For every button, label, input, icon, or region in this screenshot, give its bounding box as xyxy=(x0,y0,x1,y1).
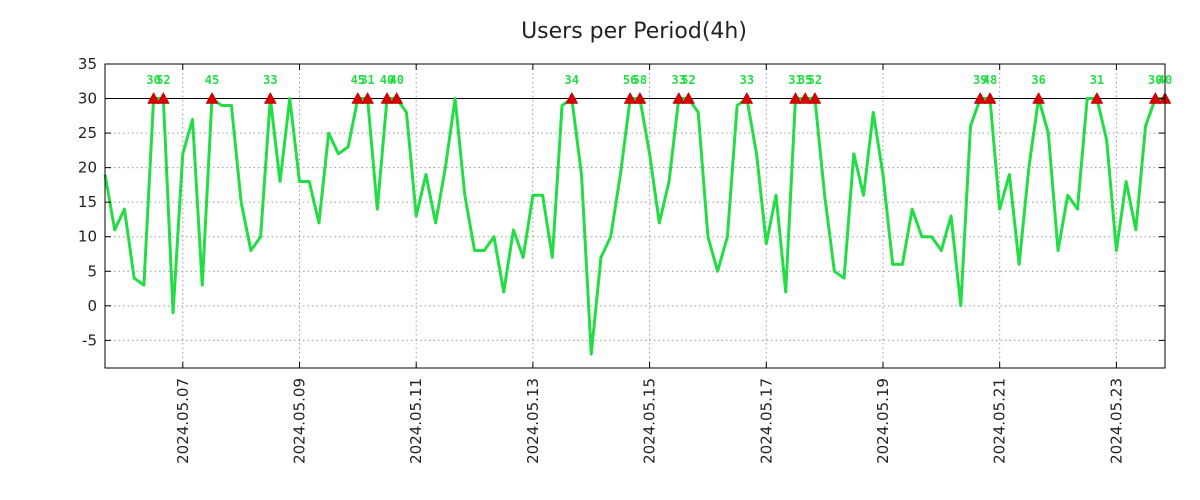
peak-marker xyxy=(623,91,637,104)
peak-marker xyxy=(351,91,365,104)
y-tick-label: 10 xyxy=(78,228,97,246)
peak-marker xyxy=(1090,91,1104,104)
peak-marker xyxy=(682,91,695,104)
peak-value-label: 45 xyxy=(351,73,365,87)
peak-value-label: 48 xyxy=(983,73,997,87)
peak-value-label: 31 xyxy=(360,73,374,87)
y-tick-label: 25 xyxy=(78,124,97,142)
x-tick-label: 2024.05.17 xyxy=(757,378,775,464)
x-axis-ticks: 2024.05.07 2024.05.09 2024.05.11 2024.05.13… xyxy=(174,64,1125,464)
peak-marker xyxy=(361,91,375,104)
peak-marker xyxy=(1148,91,1162,104)
x-tick-label: 2024.05.11 xyxy=(407,378,425,464)
x-tick-label: 2024.05.21 xyxy=(991,378,1009,464)
series-group xyxy=(103,97,1165,356)
peak-marker xyxy=(205,91,219,104)
peak-marker xyxy=(798,91,812,104)
peak-marker xyxy=(156,91,170,104)
peak-marker xyxy=(1032,91,1046,104)
peak-value-label: 30 xyxy=(1148,73,1162,87)
peak-marker xyxy=(633,91,647,104)
peak-value-label: 40 xyxy=(380,73,394,87)
peak-value-label: 30 xyxy=(146,73,160,87)
peak-marker xyxy=(147,91,161,104)
peak-value-label: 35 xyxy=(798,73,812,87)
peak-value-label: 34 xyxy=(565,73,579,87)
y-tick-label: 5 xyxy=(87,262,97,280)
peak-marker xyxy=(263,91,277,104)
peak-value-label: 33 xyxy=(263,73,277,87)
x-tick-label: 2024.05.09 xyxy=(290,378,308,464)
x-tick-label: 2024.05.23 xyxy=(1107,378,1125,464)
peak-marker xyxy=(740,91,754,104)
peak-value-label: 33 xyxy=(740,73,754,87)
peak-marker xyxy=(973,91,987,104)
peak-value-label: 36 xyxy=(1031,73,1045,87)
chart-title: Users per Period(4h) xyxy=(521,19,747,44)
peak-value-label: 40 xyxy=(390,73,404,87)
x-tick-label: 2024.05.07 xyxy=(174,378,192,464)
y-tick-label: -5 xyxy=(82,331,97,349)
y-tick-label: 20 xyxy=(78,159,97,177)
peak-value-label: 33 xyxy=(672,73,686,87)
y-tick-label: 35 xyxy=(78,55,97,73)
peak-value-label: 31 xyxy=(788,73,802,87)
peak-value-label: 52 xyxy=(156,73,170,87)
peak-value-label: 52 xyxy=(681,73,695,87)
plot-frame xyxy=(104,63,1166,369)
peak-marker xyxy=(380,91,394,104)
y-tick-label: 15 xyxy=(78,193,97,211)
x-tick-label: 2024.05.13 xyxy=(524,378,542,464)
peak-marker xyxy=(390,91,404,104)
peak-marker xyxy=(565,91,579,104)
peak-value-label: 45 xyxy=(205,73,219,87)
peak-value-label: 39 xyxy=(973,73,987,87)
peak-value-label: 56 xyxy=(623,73,637,87)
peak-value-label: 31 xyxy=(1090,73,1104,87)
peak-marker xyxy=(983,91,997,104)
peak-marker xyxy=(672,91,686,104)
y-tick-label: 0 xyxy=(87,297,97,315)
y-tick-label: 30 xyxy=(78,90,97,108)
peak-value-label: 52 xyxy=(808,73,822,87)
peak-marker xyxy=(808,91,822,104)
users-series-line xyxy=(103,97,1165,356)
grid-lines xyxy=(105,64,1165,368)
peak-marker xyxy=(789,91,802,104)
y-axis-ticks: 35 30 25 20 15 10 5 0 -5 xyxy=(78,55,1165,349)
x-tick-label: 2024.05.15 xyxy=(641,378,659,464)
peak-markers xyxy=(147,91,1172,104)
peak-value-label: 58 xyxy=(633,73,647,87)
x-tick-label: 2024.05.19 xyxy=(874,378,892,464)
